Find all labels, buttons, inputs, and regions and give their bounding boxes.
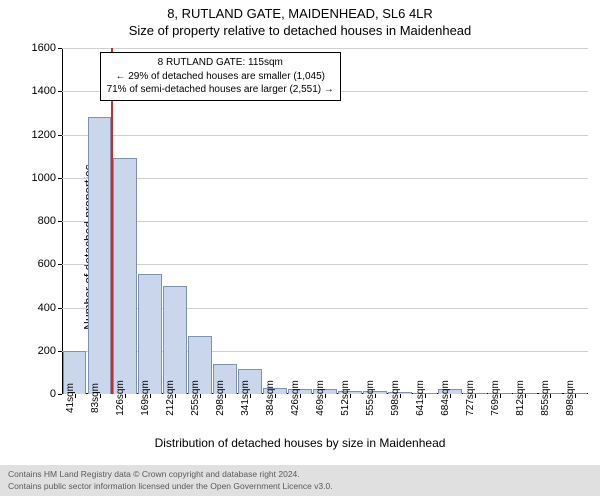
grid-line bbox=[62, 48, 588, 49]
y-tick-label: 200 bbox=[38, 345, 56, 357]
x-tick-label: 512sqm bbox=[338, 380, 351, 416]
x-tick-label: 41sqm bbox=[63, 383, 76, 413]
y-tick-mark bbox=[58, 48, 62, 49]
x-axis-label: Distribution of detached houses by size … bbox=[0, 436, 600, 450]
info-box-line3: 71% of semi-detached houses are larger (… bbox=[107, 83, 334, 97]
y-tick-mark bbox=[58, 221, 62, 222]
y-tick-mark bbox=[58, 91, 62, 92]
x-tick-label: 426sqm bbox=[288, 380, 301, 416]
y-tick-label: 1200 bbox=[32, 129, 56, 141]
grid-line bbox=[62, 264, 588, 265]
grid-line bbox=[62, 178, 588, 179]
y-tick-label: 1400 bbox=[32, 85, 56, 97]
plot-area: 0200400600800100012001400160041sqm83sqm1… bbox=[62, 48, 588, 394]
y-tick-label: 0 bbox=[50, 388, 56, 400]
chart-container: Number of detached properties 0200400600… bbox=[0, 42, 600, 452]
footer-line2: Contains public sector information licen… bbox=[8, 481, 592, 492]
x-tick-label: 126sqm bbox=[113, 380, 126, 416]
y-tick-mark bbox=[58, 135, 62, 136]
y-tick-label: 400 bbox=[38, 302, 56, 314]
y-tick-mark bbox=[58, 308, 62, 309]
y-tick-mark bbox=[58, 178, 62, 179]
x-tick-label: 83sqm bbox=[88, 383, 101, 413]
footer-line1: Contains HM Land Registry data © Crown c… bbox=[8, 469, 592, 480]
bar bbox=[163, 286, 187, 394]
y-tick-label: 1000 bbox=[32, 172, 56, 184]
bar bbox=[88, 117, 112, 394]
x-tick-label: 812sqm bbox=[513, 380, 526, 416]
x-tick-label: 727sqm bbox=[463, 380, 476, 416]
bar bbox=[113, 158, 137, 394]
y-tick-label: 600 bbox=[38, 258, 56, 270]
info-box: 8 RUTLAND GATE: 115sqm← 29% of detached … bbox=[100, 52, 341, 101]
x-tick-label: 255sqm bbox=[188, 380, 201, 416]
footer-attribution: Contains HM Land Registry data © Crown c… bbox=[0, 465, 600, 496]
x-tick-label: 169sqm bbox=[138, 380, 151, 416]
grid-line bbox=[62, 135, 588, 136]
grid-line bbox=[62, 221, 588, 222]
info-box-line2: ← 29% of detached houses are smaller (1,… bbox=[107, 70, 334, 84]
x-tick-label: 641sqm bbox=[413, 380, 426, 416]
x-tick-label: 855sqm bbox=[538, 380, 551, 416]
y-tick-mark bbox=[58, 394, 62, 395]
x-tick-label: 341sqm bbox=[238, 380, 251, 416]
x-tick-label: 384sqm bbox=[263, 380, 276, 416]
x-tick-label: 212sqm bbox=[163, 380, 176, 416]
x-tick-label: 598sqm bbox=[388, 380, 401, 416]
y-tick-mark bbox=[58, 264, 62, 265]
info-box-line1: 8 RUTLAND GATE: 115sqm bbox=[107, 56, 334, 70]
x-tick-label: 769sqm bbox=[488, 380, 501, 416]
y-tick-label: 800 bbox=[38, 215, 56, 227]
x-tick-label: 298sqm bbox=[213, 380, 226, 416]
y-tick-label: 1600 bbox=[32, 42, 56, 54]
y-tick-mark bbox=[58, 351, 62, 352]
x-tick-label: 555sqm bbox=[363, 380, 376, 416]
x-tick-label: 684sqm bbox=[438, 380, 451, 416]
page-title-line2: Size of property relative to detached ho… bbox=[0, 21, 600, 42]
bar bbox=[138, 274, 162, 394]
x-tick-label: 898sqm bbox=[563, 380, 576, 416]
x-tick-label: 469sqm bbox=[313, 380, 326, 416]
page-title-line1: 8, RUTLAND GATE, MAIDENHEAD, SL6 4LR bbox=[0, 0, 600, 21]
